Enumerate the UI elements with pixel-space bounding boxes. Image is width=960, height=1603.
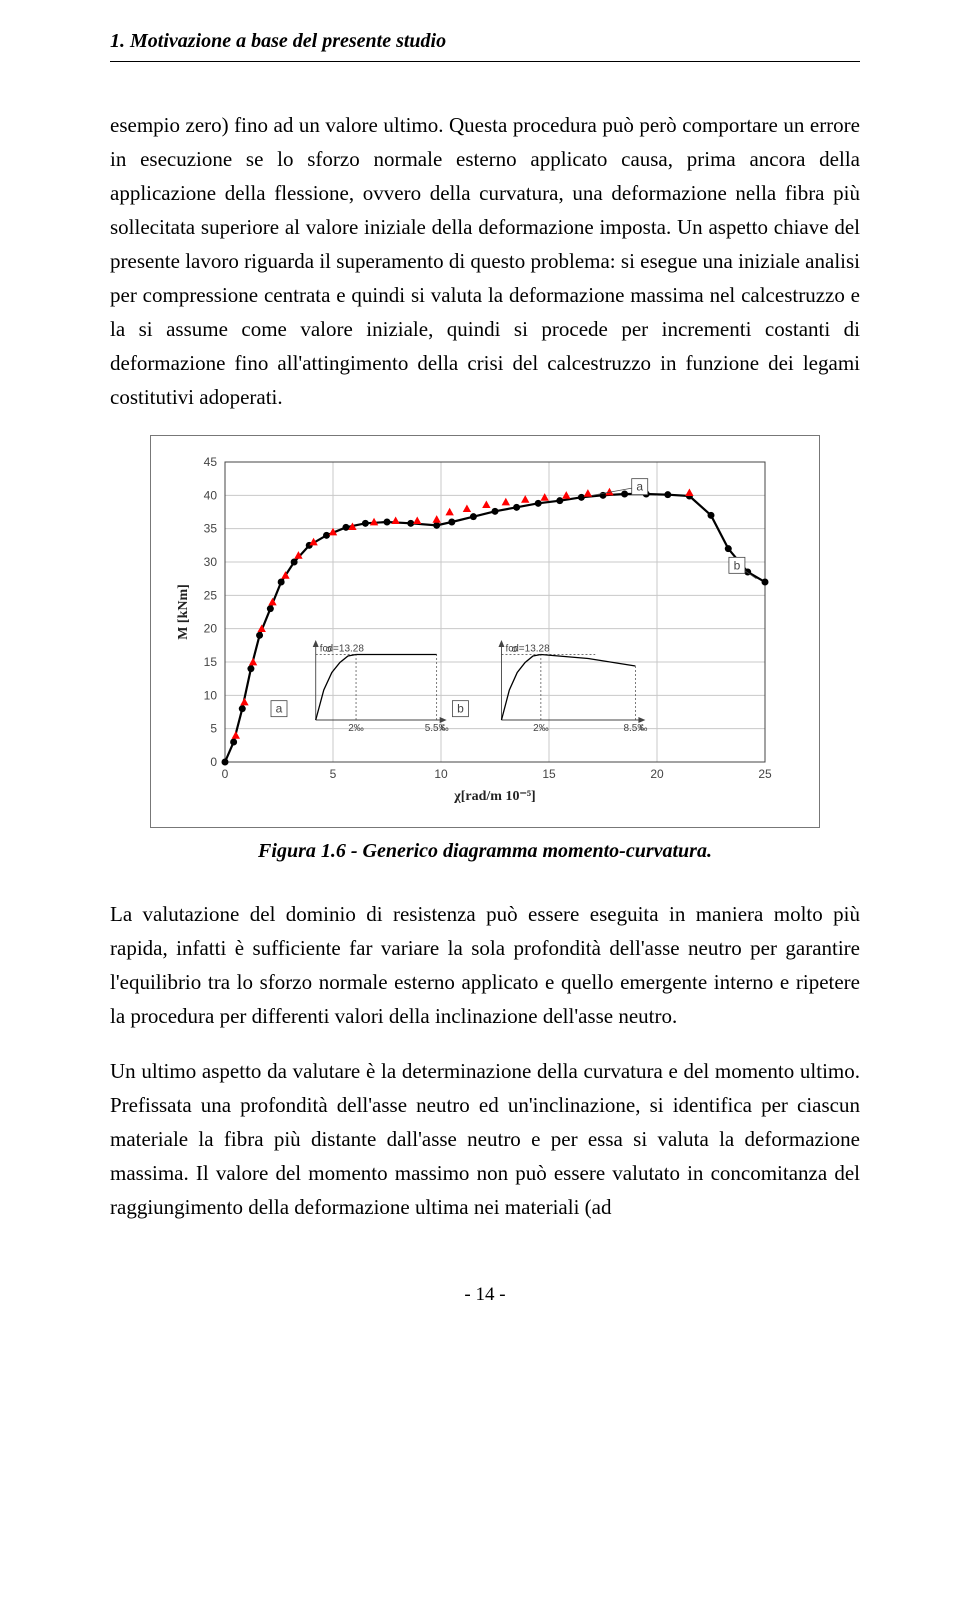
svg-text:0: 0 bbox=[222, 767, 229, 781]
svg-text:5.5‰: 5.5‰ bbox=[425, 723, 449, 734]
svg-text:5: 5 bbox=[210, 722, 217, 736]
svg-text:5: 5 bbox=[330, 767, 337, 781]
svg-text:25: 25 bbox=[758, 767, 772, 781]
svg-text:15: 15 bbox=[542, 767, 556, 781]
svg-text:20: 20 bbox=[204, 622, 218, 636]
svg-text:b: b bbox=[734, 558, 741, 572]
page-header: 1. Motivazione a base del presente studi… bbox=[110, 30, 860, 62]
paragraph-3: Un ultimo aspetto da valutare è la deter… bbox=[110, 1054, 860, 1224]
moment-curvature-chart: 0 5 10 15 20 25 0 5 10 15 20 25 30 35 40 45 χ[rad/m 10⁻⁵… bbox=[165, 446, 805, 816]
svg-text:2‰: 2‰ bbox=[533, 723, 549, 734]
svg-text:σ: σ bbox=[511, 644, 518, 655]
svg-text:10: 10 bbox=[204, 688, 218, 702]
svg-text:b: b bbox=[457, 702, 464, 716]
svg-text:a: a bbox=[276, 702, 283, 716]
svg-text:15: 15 bbox=[204, 655, 218, 669]
svg-text:45: 45 bbox=[204, 455, 218, 469]
paragraph-1: esempio zero) fino ad un valore ultimo. … bbox=[110, 108, 860, 414]
svg-text:10: 10 bbox=[434, 767, 448, 781]
figure-caption: Figura 1.6 - Generico diagramma momento-… bbox=[110, 840, 860, 863]
svg-text:M [kNm]: M [kNm] bbox=[176, 584, 191, 640]
svg-text:40: 40 bbox=[204, 488, 218, 502]
svg-text:8.5‰: 8.5‰ bbox=[623, 723, 647, 734]
svg-text:35: 35 bbox=[204, 522, 218, 536]
svg-text:χ[rad/m 10⁻⁵]: χ[rad/m 10⁻⁵] bbox=[453, 789, 535, 804]
figure-box: 0 5 10 15 20 25 0 5 10 15 20 25 30 35 40 45 χ[rad/m 10⁻⁵… bbox=[150, 435, 820, 828]
page-number: - 14 - bbox=[110, 1284, 860, 1306]
svg-text:a: a bbox=[636, 480, 643, 494]
svg-text:20: 20 bbox=[650, 767, 664, 781]
svg-text:2‰: 2‰ bbox=[348, 723, 364, 734]
paragraph-2: La valutazione del dominio di resistenza… bbox=[110, 897, 860, 1033]
figure: 0 5 10 15 20 25 0 5 10 15 20 25 30 35 40 45 χ[rad/m 10⁻⁵… bbox=[110, 435, 860, 863]
svg-text:σ: σ bbox=[326, 644, 333, 655]
svg-text:25: 25 bbox=[204, 588, 218, 602]
svg-text:0: 0 bbox=[210, 755, 217, 769]
svg-text:30: 30 bbox=[204, 555, 218, 569]
